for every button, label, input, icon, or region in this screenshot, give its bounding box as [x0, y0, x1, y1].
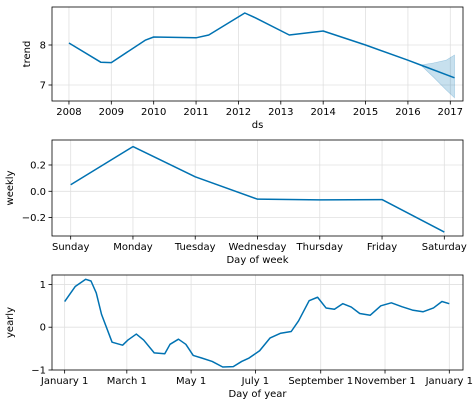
- x-tick-label: November 1: [354, 376, 416, 387]
- weekly-panel: Sunday Monday Tuesday Wednesday Thursday Frid…: [5, 139, 467, 266]
- x-tick-label: 2012: [226, 107, 251, 118]
- x-tick-label: Wednesday: [229, 242, 287, 253]
- series-line: [70, 145, 445, 233]
- x-tick-label: January 1: [425, 376, 473, 387]
- x-axis-label: ds: [252, 120, 264, 131]
- y-tick-label: 0: [40, 323, 46, 334]
- x-tick-label: 2013: [268, 107, 293, 118]
- x-tick-label: 2014: [310, 107, 335, 118]
- x-axis-label: Day of year: [228, 389, 287, 400]
- x-tick-label: July 1: [241, 376, 270, 387]
- x-tick-label: January 1: [40, 376, 88, 387]
- y-tick-label: 0.0: [30, 187, 46, 198]
- x-tick-label: March 1: [107, 376, 147, 387]
- y-tick-label: −0.2: [22, 213, 46, 224]
- x-tick-label: Saturday: [422, 242, 467, 253]
- x-tick-label: 2010: [141, 107, 166, 118]
- series-line: [68, 12, 455, 79]
- y-tick-label: 1: [40, 280, 46, 291]
- y-axis-label: trend: [22, 41, 33, 68]
- x-tick-label: May 1: [176, 376, 206, 387]
- y-tick-label: 8: [40, 41, 46, 52]
- x-tick-label: 2017: [438, 107, 463, 118]
- x-tick-label: Sunday: [52, 242, 89, 253]
- yearly-panel: January 1 March 1 May 1 July 1 September 1 No…: [5, 274, 473, 400]
- y-axis-label: yearly: [5, 307, 16, 338]
- x-tick-label: Thursday: [296, 242, 344, 253]
- trend-panel: 2008 2009 2010 2011 2012 2013 2014 2015 2016 2017…: [22, 6, 464, 131]
- x-tick-label: 2011: [183, 107, 208, 118]
- x-tick-label: 2015: [353, 107, 378, 118]
- x-tick-label: Friday: [367, 242, 397, 253]
- y-tick-label: 7: [40, 81, 46, 92]
- x-tick-label: Monday: [113, 242, 153, 253]
- x-tick-label: 2016: [395, 107, 420, 118]
- uncertainty-band: [419, 54, 455, 99]
- series-line: [64, 278, 450, 368]
- x-axis-label: Day of week: [226, 255, 288, 266]
- x-tick-label: 2009: [99, 107, 124, 118]
- y-axis-label: weekly: [5, 170, 16, 205]
- y-tick-label: 0.2: [30, 160, 46, 171]
- axes-frame: [51, 6, 464, 102]
- x-tick-label: September 1: [288, 376, 353, 387]
- x-tick-label: 2008: [56, 107, 81, 118]
- y-tick-label: −1: [31, 366, 46, 377]
- axes-frame: [51, 274, 464, 371]
- x-tick-label: Tuesday: [174, 242, 216, 253]
